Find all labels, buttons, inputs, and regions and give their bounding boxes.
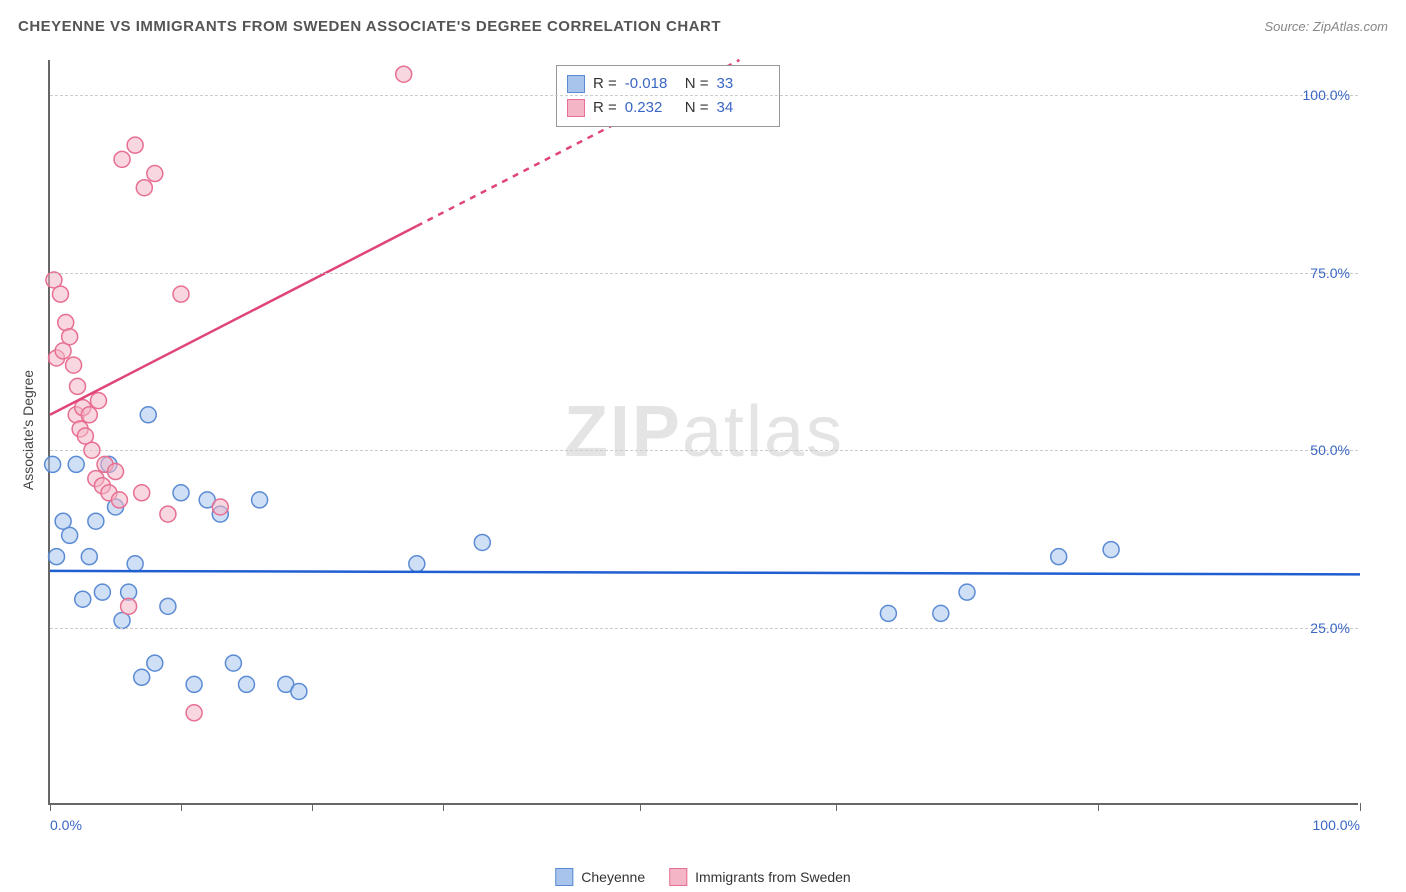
ytick-label: 50.0% (1310, 442, 1350, 458)
data-point (49, 549, 65, 565)
data-point (239, 676, 255, 692)
xtick-label: 100.0% (1313, 817, 1360, 833)
data-point (127, 556, 143, 572)
xtick (640, 803, 641, 811)
data-point (94, 584, 110, 600)
ytick-label: 25.0% (1310, 620, 1350, 636)
stat-r-label: R = (593, 72, 617, 96)
stat-r-value: -0.018 (625, 72, 677, 96)
xtick (1098, 803, 1099, 811)
data-point (474, 534, 490, 550)
legend-swatch (669, 868, 687, 886)
legend-label: Immigrants from Sweden (695, 869, 851, 885)
legend-swatch (567, 75, 585, 93)
chart-svg (50, 60, 1358, 803)
data-point (252, 492, 268, 508)
data-point (409, 556, 425, 572)
data-point (225, 655, 241, 671)
data-point (291, 683, 307, 699)
data-point (75, 591, 91, 607)
legend: Cheyenne Immigrants from Sweden (555, 868, 850, 886)
data-point (160, 506, 176, 522)
gridline (50, 95, 1358, 96)
title-bar: CHEYENNE VS IMMIGRANTS FROM SWEDEN ASSOC… (18, 18, 1388, 35)
trend-line (50, 226, 417, 415)
data-point (1103, 542, 1119, 558)
data-point (90, 393, 106, 409)
legend-swatch (555, 868, 573, 886)
stat-r-value: 0.232 (625, 96, 677, 120)
xtick (181, 803, 182, 811)
xtick (312, 803, 313, 811)
data-point (52, 286, 68, 302)
legend-item: Immigrants from Sweden (669, 868, 851, 886)
data-point (186, 705, 202, 721)
data-point (66, 357, 82, 373)
gridline (50, 273, 1358, 274)
stat-n-label: N = (685, 72, 709, 96)
stats-row: R = 0.232 N = 34 (567, 96, 769, 120)
stat-r-label: R = (593, 96, 617, 120)
plot-area: ZIPatlas R =-0.018N =33R =0.232N =34 25.… (48, 60, 1358, 805)
data-point (173, 485, 189, 501)
xtick-label: 0.0% (50, 817, 82, 833)
stats-row: R = -0.018 N = 33 (567, 72, 769, 96)
stat-n-label: N = (685, 96, 709, 120)
stat-n-value: 34 (717, 96, 769, 120)
data-point (68, 456, 84, 472)
ytick-label: 100.0% (1303, 87, 1350, 103)
data-point (62, 329, 78, 345)
data-point (88, 513, 104, 529)
data-point (880, 605, 896, 621)
y-axis-label: Associate's Degree (20, 370, 36, 490)
data-point (933, 605, 949, 621)
data-point (160, 598, 176, 614)
data-point (58, 315, 74, 331)
data-point (173, 286, 189, 302)
xtick (1360, 803, 1361, 811)
data-point (136, 180, 152, 196)
data-point (81, 549, 97, 565)
trend-line (50, 571, 1360, 575)
data-point (212, 499, 228, 515)
data-point (396, 66, 412, 82)
ytick-label: 75.0% (1310, 265, 1350, 281)
data-point (70, 378, 86, 394)
data-point (147, 166, 163, 182)
data-point (81, 407, 97, 423)
gridline (50, 628, 1358, 629)
data-point (121, 598, 137, 614)
xtick (443, 803, 444, 811)
data-point (1051, 549, 1067, 565)
data-point (111, 492, 127, 508)
legend-item: Cheyenne (555, 868, 645, 886)
xtick (50, 803, 51, 811)
gridline (50, 450, 1358, 451)
data-point (134, 669, 150, 685)
xtick (836, 803, 837, 811)
data-point (140, 407, 156, 423)
source-label: Source: ZipAtlas.com (1264, 19, 1388, 34)
data-point (127, 137, 143, 153)
legend-swatch (567, 99, 585, 117)
data-point (186, 676, 202, 692)
data-point (62, 527, 78, 543)
data-point (114, 151, 130, 167)
data-point (108, 464, 124, 480)
data-point (147, 655, 163, 671)
chart-title: CHEYENNE VS IMMIGRANTS FROM SWEDEN ASSOC… (18, 18, 721, 35)
legend-label: Cheyenne (581, 869, 645, 885)
stat-n-value: 33 (717, 72, 769, 96)
data-point (45, 456, 61, 472)
data-point (959, 584, 975, 600)
data-point (134, 485, 150, 501)
